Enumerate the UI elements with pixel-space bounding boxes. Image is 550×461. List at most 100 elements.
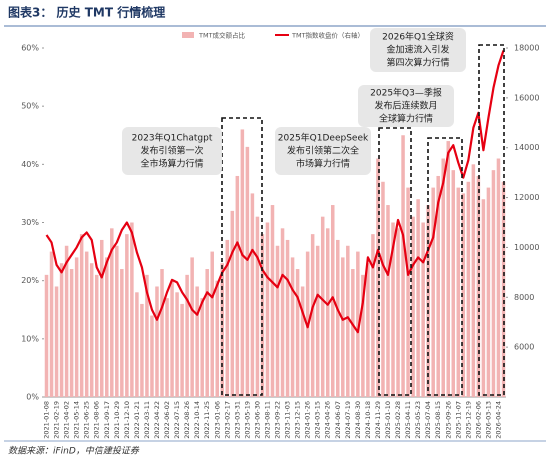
x-tick-label: 2025-02-28 [394,401,402,439]
x-tick-label: 2023-08-11 [263,401,271,439]
y-tick-label: 10% [21,334,39,343]
x-tick-label: 2025-08-15 [434,401,442,439]
bar [451,170,456,397]
bar [99,239,104,397]
x-tick-label: 2024-04-26 [324,401,332,439]
bar [401,135,405,397]
bar [215,280,220,397]
bar [59,263,64,397]
bar [320,216,325,397]
line [45,50,505,334]
bar [356,251,360,397]
y2-tick-label: 6000 [514,343,534,352]
bar [205,269,209,397]
x-tick-label: 2021-05-14 [73,401,81,439]
x-tick-label: 2025-09-26 [444,401,452,439]
bar [295,269,300,397]
bar [235,175,240,397]
bar [240,129,245,397]
bar [245,146,250,397]
bar [366,263,370,397]
bar [260,234,265,397]
x-tick-label: 2024-10-18 [364,401,372,439]
x-tick-label: 2021-09-17 [103,401,111,439]
annotation-text: 第四次算力行情 [386,57,449,69]
bar [461,193,466,397]
annotation-box [370,28,466,72]
bar [89,263,94,397]
bar [54,286,59,397]
bar [491,170,496,397]
x-tick-label: 2021-04-02 [63,401,71,439]
dashed-frame [221,117,263,396]
bar [160,269,164,397]
x-tick-label: 2023-06-30 [253,401,261,439]
x-tick-label: 2021-10-29 [113,401,121,439]
chart-title: 图表3： 历史 TMT 行情梳理 [8,5,165,20]
y2-tick-label: 18000 [514,44,539,53]
y-tick-label: 0% [26,393,39,402]
bar [135,292,139,397]
x-tick-label: 2024-01-26 [304,401,312,439]
annotation-text: 2023年Q1Chatgpt [132,132,213,144]
bar [351,269,355,397]
x-tick-label: 2024-07-19 [344,401,352,439]
x-tick-label: 2024-11-29 [374,401,382,439]
bar [341,257,345,397]
y2-tick-label: 8000 [514,293,534,302]
bar [74,257,79,397]
x-tick-label: 2023-11-03 [284,401,292,439]
bar [371,234,375,397]
bar [130,222,134,397]
legend-label: TMT成交额占比 [198,31,246,40]
bar [441,158,445,397]
y2-tick-label: 12000 [514,193,539,202]
bar [195,286,199,397]
bar [381,181,385,397]
annotation-text: 全球算力行情 [379,113,433,125]
annotation-box [275,127,371,175]
x-tick-label: 2021-01-08 [43,401,51,439]
bar [496,158,501,397]
dashed-frame [478,44,505,396]
x-tick-label: 2022-01-21 [133,401,141,439]
bar [210,251,214,397]
x-tick-label: 2024-08-30 [354,401,362,439]
bar [310,234,315,397]
x-tick-label: 2022-11-25 [203,401,211,439]
bar [105,257,109,397]
bar [49,251,54,397]
bar [431,187,435,397]
bar [120,269,124,397]
bar [150,315,154,397]
bar [391,222,395,397]
bar [110,228,114,397]
bar [285,239,290,397]
x-tick-label: 2021-08-06 [93,401,101,439]
annotation-text: 2025年Q3—季报 [370,87,442,99]
y-tick-label: 40% [21,160,39,169]
x-tick-label: 2022-10-14 [193,401,201,439]
legend-label: TMT指数收盘价（右轴） [291,31,364,40]
bar [421,222,425,397]
annotation-text: 发布引领第一次 [140,145,203,157]
bar [175,292,179,397]
bar [125,234,129,397]
x-tick-label: 2023-01-06 [213,401,221,439]
y2-tick-label: 10000 [514,243,539,252]
bar [486,187,491,397]
bar [79,234,84,397]
y-tick-label: 20% [21,276,39,285]
x-tick-label: 2023-12-15 [294,401,302,439]
legend-swatch [182,32,194,38]
y-tick-label: 60% [21,44,39,53]
annotation-text: 发布后连续数月 [374,100,437,112]
bar [406,187,410,397]
bar [436,175,440,397]
bar [336,239,340,397]
x-tick-label: 2021-06-25 [83,401,91,439]
bar [290,257,295,397]
x-tick-label: 2025-12-19 [464,401,472,439]
bar [265,222,270,397]
